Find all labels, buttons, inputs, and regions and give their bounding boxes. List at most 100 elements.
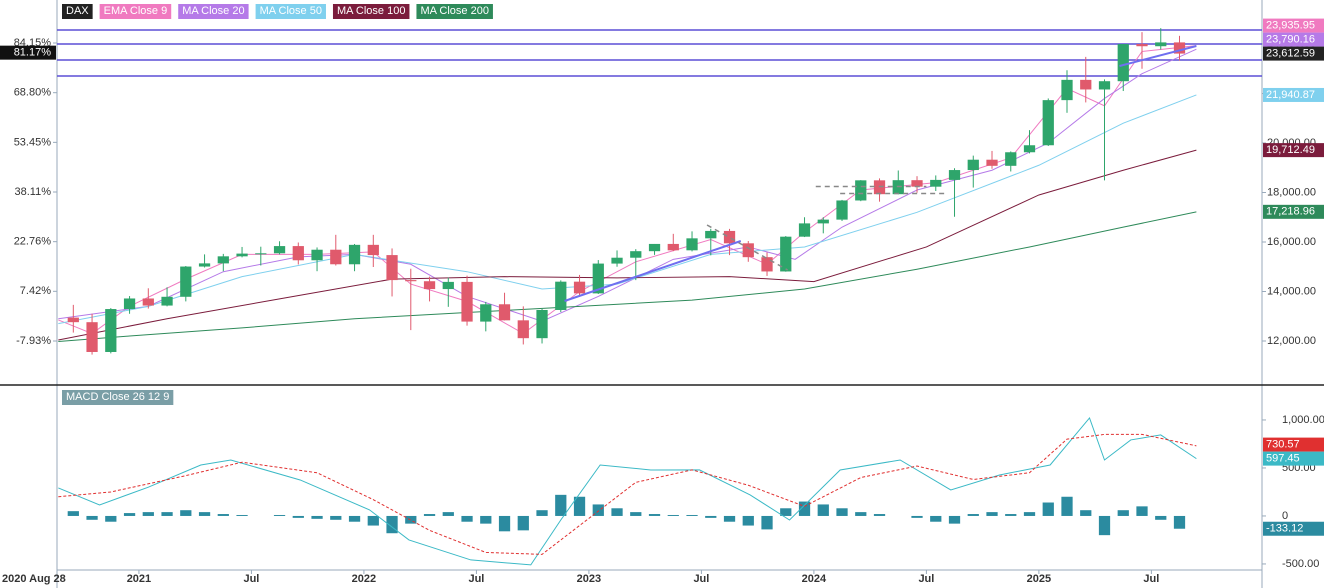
x-tick-label: 2023 <box>577 573 601 585</box>
signal-line <box>58 433 1197 555</box>
macd-histogram-bar <box>817 504 829 516</box>
legend-item-box <box>416 4 493 19</box>
macd-histogram-bar <box>123 513 136 516</box>
signal-last-label: 730.57 <box>1266 439 1300 451</box>
candle-body <box>948 170 961 180</box>
macd-histogram-bar <box>573 496 586 516</box>
candle-body <box>592 263 604 294</box>
candle-body <box>705 230 717 239</box>
macd-histogram-bar <box>536 510 548 516</box>
candle-body <box>1117 44 1129 82</box>
macd-tick-label: 0 <box>1282 510 1288 522</box>
pct-last-label: 81.17% <box>14 47 52 59</box>
macd-histogram-bar <box>911 515 923 518</box>
legend-item: MA Close 100 <box>337 5 405 17</box>
macd-tick-label: 1,000.00 <box>1282 414 1324 426</box>
macd-histogram-bar <box>1173 515 1186 529</box>
macd-histogram-bar <box>1023 512 1036 516</box>
macd-histogram-bar <box>780 508 792 516</box>
candle-body <box>1005 152 1017 166</box>
macd-histogram-bar <box>348 515 361 522</box>
macd-histogram-bar <box>517 515 529 531</box>
macd-histogram-bar <box>86 515 98 520</box>
x-tick-label: 2021 <box>127 573 151 585</box>
candle-body <box>911 180 923 187</box>
histogram-last-label-box <box>1263 521 1324 536</box>
macd-histogram-bar <box>611 508 623 516</box>
candle-body <box>498 304 511 321</box>
y2-tick-label: 38.11% <box>15 186 52 198</box>
macd-histogram-bar <box>442 512 454 516</box>
macd-histogram-bar <box>1098 515 1111 536</box>
ma-last-label-box <box>1263 87 1324 102</box>
candle-body <box>836 200 848 220</box>
candle-body <box>611 257 623 264</box>
candle-body <box>198 263 211 267</box>
candle-body <box>255 253 267 255</box>
macd-histogram-bar <box>105 515 117 522</box>
macd-histogram-bar <box>1117 510 1129 516</box>
macd-histogram-bar <box>1061 496 1073 516</box>
x-tick-label: Jul <box>918 573 934 585</box>
candle-body <box>1136 44 1148 47</box>
macd-histogram-bar <box>667 514 679 516</box>
macd-histogram-bar <box>686 514 698 516</box>
macd-histogram-bar <box>1080 510 1092 516</box>
macd-histogram-bar <box>386 515 398 534</box>
candle-body <box>723 230 736 244</box>
candle-body <box>798 223 811 237</box>
candle-body <box>780 236 792 272</box>
ma-line <box>58 149 1197 341</box>
x-tick-label: Jul <box>1143 573 1159 585</box>
macd-histogram-bar <box>480 515 492 524</box>
macd-histogram-bar <box>1042 502 1054 516</box>
x-tick-label: 2022 <box>352 573 376 585</box>
candle-body <box>517 320 529 339</box>
macd-histogram-bar <box>1136 506 1148 516</box>
candle-body <box>442 281 454 290</box>
macd-last-label-box <box>1263 451 1324 466</box>
macd-histogram-bar <box>742 515 754 526</box>
macd-histogram-bar <box>330 515 342 520</box>
pct-last-box <box>0 45 56 60</box>
ma-last-label: 21,940.87 <box>1266 89 1315 101</box>
candle-body <box>423 281 436 290</box>
candle-body <box>1023 145 1036 153</box>
macd-histogram-bar <box>461 515 473 522</box>
macd-histogram-bar <box>986 512 998 516</box>
ma-last-label: 19,712.49 <box>1266 144 1315 156</box>
candle-body <box>405 280 417 282</box>
y2-tick-label: 7.42% <box>20 285 51 297</box>
trendline <box>1119 45 1197 67</box>
candle-body <box>180 266 192 297</box>
ma-line <box>58 45 1197 335</box>
candle-body <box>142 298 154 306</box>
x-tick-label: Jul <box>693 573 709 585</box>
ma-last-label: 23,790.16 <box>1266 33 1315 45</box>
macd-histogram-bar <box>180 510 192 516</box>
x-tick-label: 2024 <box>802 573 827 585</box>
candle-body <box>1098 81 1111 90</box>
macd-histogram-bar <box>367 515 379 526</box>
y2-tick-label: 22.76% <box>14 236 52 248</box>
legend-item-box <box>178 4 249 19</box>
legend-item: MA Close 20 <box>182 5 244 17</box>
candle-body <box>161 296 173 306</box>
candle-body <box>236 253 248 257</box>
macd-histogram-bar <box>142 512 154 516</box>
x-tick-label: 2020 Aug 28 <box>2 573 66 585</box>
trendline <box>564 240 742 302</box>
macd-histogram-bar <box>217 514 229 516</box>
legend-item: MA Close 200 <box>420 5 488 17</box>
macd-histogram-bar <box>723 515 736 522</box>
candle-body <box>348 244 361 265</box>
legend-symbol: DAX <box>66 5 89 17</box>
legend-item-box <box>332 4 410 19</box>
candle-body <box>967 159 979 171</box>
macd-histogram-bar <box>836 508 848 516</box>
y-tick-label: 16,000.00 <box>1267 236 1316 248</box>
y2-tick-label: -7.93% <box>16 335 51 347</box>
candle-body <box>573 281 586 294</box>
macd-histogram-bar <box>930 515 942 522</box>
